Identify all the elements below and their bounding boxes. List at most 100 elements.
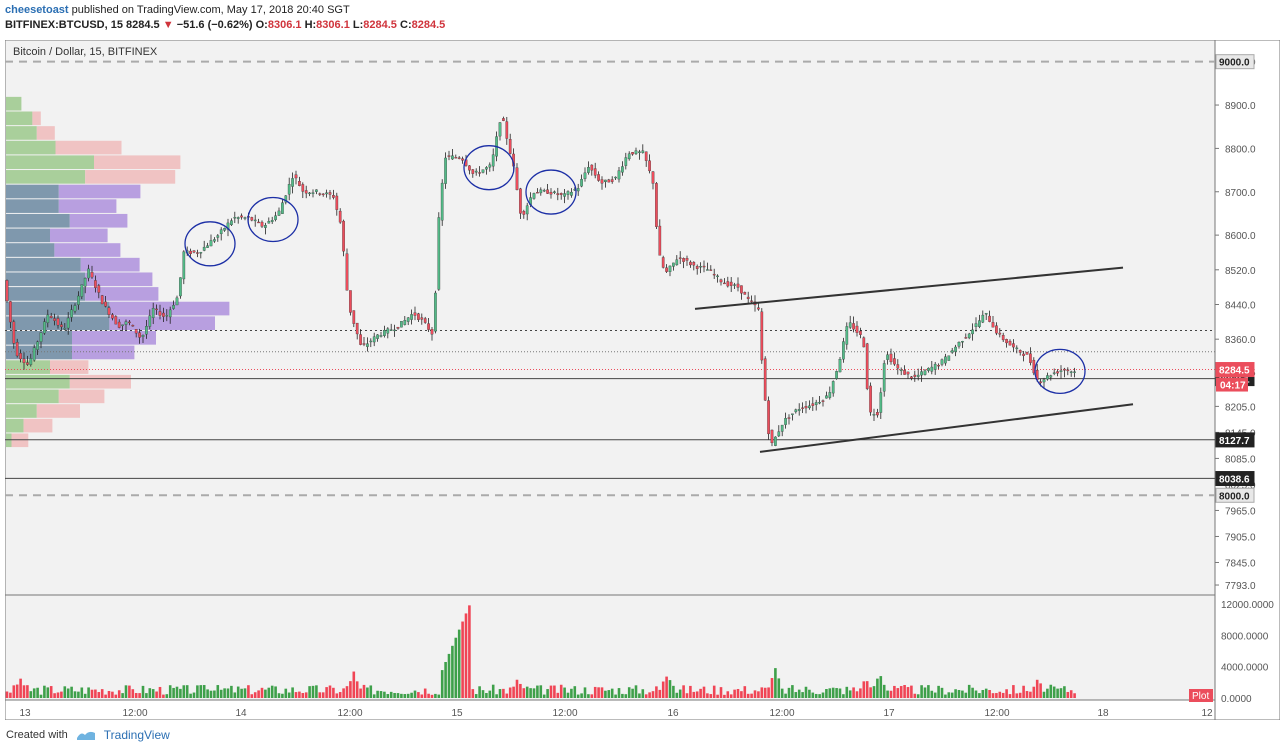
vp-up-bar <box>6 126 37 140</box>
candle-up <box>845 326 849 345</box>
volume-bar-down <box>49 686 53 698</box>
volume-bar-up <box>410 692 413 698</box>
vp-down-bar <box>85 170 176 184</box>
candle-up <box>243 217 247 219</box>
volume-bar-up <box>498 689 502 698</box>
volume-bar-up <box>189 693 192 698</box>
candle-up <box>267 221 271 224</box>
price-tag-label: 8000.0 <box>1219 491 1250 502</box>
volume-bar-down <box>328 685 332 698</box>
volume-bar-up <box>434 693 437 698</box>
volume-bar-down <box>522 688 526 698</box>
candle-down <box>1018 350 1022 353</box>
author-link[interactable]: cheesetoast <box>5 4 69 16</box>
low-value: 8284.5 <box>363 19 397 31</box>
vp-down-bar <box>36 126 55 140</box>
candle-down <box>508 139 512 154</box>
candle-up <box>978 320 981 327</box>
volume-bar-down <box>692 691 696 698</box>
candle-down <box>430 329 434 335</box>
volume-bar-down <box>12 685 16 698</box>
price-tick-label: 8360.0 <box>1225 335 1256 346</box>
volume-bar-down <box>743 686 747 698</box>
volume-bar-down <box>910 685 913 698</box>
candle-down <box>787 417 791 419</box>
candle-up <box>32 347 36 361</box>
candle-down <box>471 169 475 174</box>
candle-up <box>733 284 736 286</box>
candle-down <box>355 322 359 335</box>
volume-bar-up <box>814 693 818 698</box>
volume-bar-up <box>1049 684 1053 698</box>
candle-up <box>525 205 529 215</box>
volume-bar-down <box>995 693 998 698</box>
volume-bar-down <box>726 691 730 698</box>
candle-up <box>66 317 70 329</box>
volume-bar-down <box>519 683 522 698</box>
volume-bar-down <box>468 605 471 698</box>
candle-up <box>580 179 583 187</box>
candle-up <box>539 189 543 194</box>
volume-bar-down <box>97 692 101 698</box>
candle-down <box>519 188 522 214</box>
candle-down <box>97 285 101 293</box>
volume-bar-up <box>73 691 77 698</box>
price-tick-label: 8205.0 <box>1225 402 1256 413</box>
volume-bar-down <box>661 681 665 698</box>
candle-up <box>451 155 454 160</box>
volume-bar-down <box>502 688 505 698</box>
volume-bar-up <box>920 685 923 698</box>
volume-bar-down <box>1001 692 1005 698</box>
volume-bar-down <box>869 687 872 698</box>
volume-bar-up <box>641 689 645 698</box>
volume-bar-up <box>624 694 628 698</box>
price-chart[interactable]: 9000.0 8900.0 8800.0 8700.0 8600.0 8520.0 8440… <box>5 40 1280 720</box>
candle-down <box>359 334 362 345</box>
volume-bar-up <box>566 692 570 698</box>
candle-up <box>886 354 889 360</box>
created-with-label: Created with <box>6 729 68 741</box>
volume-bar-up <box>930 690 934 698</box>
volume-bar-up <box>240 688 243 698</box>
volume-bar-down <box>855 691 859 698</box>
price-tick-label: 7845.0 <box>1225 558 1256 569</box>
candle-up <box>202 246 206 251</box>
volume-bar-up <box>944 694 947 698</box>
candle-down <box>19 353 22 360</box>
candle-up <box>406 317 410 322</box>
candle-up <box>209 240 213 247</box>
candle-up <box>848 322 852 328</box>
time-axis[interactable] <box>5 699 1216 720</box>
volume-bar-up <box>396 693 400 698</box>
candle-up <box>961 341 964 343</box>
candle-up <box>675 259 679 266</box>
volume-bar-down <box>304 692 308 698</box>
price-tag-label: 9000.0 <box>1219 58 1250 69</box>
volume-bar-up <box>216 685 220 698</box>
volume-bar-up <box>542 694 546 698</box>
volume-bar-up <box>70 686 73 698</box>
volume-bar-up <box>406 693 410 698</box>
tradingview-brand[interactable]: TradingView <box>103 728 170 742</box>
candle-up <box>706 269 709 271</box>
candle-up <box>376 334 379 339</box>
volume-bar-down <box>709 694 713 698</box>
volume-bar-up <box>563 687 566 698</box>
volume-bar-down <box>338 692 342 698</box>
vp-down-bar <box>69 374 131 389</box>
volume-bar-up <box>638 693 641 698</box>
candle-down <box>114 316 118 325</box>
price-tag-label: 8038.6 <box>1219 475 1250 486</box>
candle-up <box>277 210 281 216</box>
volume-bar-down <box>56 692 60 698</box>
volume-bar-up <box>876 678 879 698</box>
candle-up <box>230 220 233 226</box>
candle-down <box>678 257 682 259</box>
volume-bar-down <box>90 689 94 698</box>
candle-up <box>1049 375 1053 378</box>
down-arrow-icon: ▼ <box>162 19 174 31</box>
candle-down <box>702 265 706 268</box>
candle-down <box>648 160 651 172</box>
price-tick-label: 7905.0 <box>1225 532 1256 543</box>
chart-frame[interactable]: 9000.0 8900.0 8800.0 8700.0 8600.0 8520.0 8440… <box>5 40 1280 720</box>
